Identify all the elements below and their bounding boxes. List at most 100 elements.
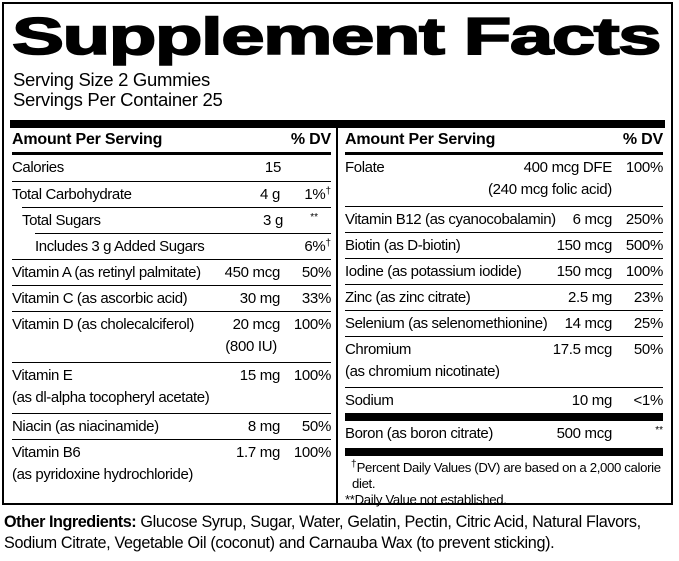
amount-per-serving-header: Amount Per Serving — [12, 131, 163, 148]
footnotes: †Percent Daily Values (DV) are based on … — [345, 456, 663, 508]
left-column: Amount Per Serving % DV Calories 15 Tota… — [10, 128, 336, 503]
nutrient-name: Vitamin D (as cholecalciferol) — [12, 316, 194, 333]
nutrient-name: Niacin (as niacinamide) — [12, 418, 159, 435]
nutrient-dv: 100% — [625, 263, 663, 280]
nutrient-name-source: (as dl-alpha tocopheryl acetate) — [12, 389, 210, 406]
table-row-vitamin-b12: Vitamin B12 (as cyanocobalamin) 6 mcg 25… — [345, 206, 663, 232]
panel-title-graphic: Supplement Facts — [12, 8, 662, 66]
nutrient-amount: 6 mcg — [572, 211, 613, 228]
nutrient-amount: 3 g — [263, 212, 283, 229]
nutrient-dv: 50% — [633, 341, 663, 358]
footnote-not-established: **Daily Value not established. — [345, 492, 507, 507]
nutrient-name: Total Carbohydrate — [12, 186, 132, 203]
nutrient-dv: ** — [276, 210, 318, 232]
amount-per-serving-header: Amount Per Serving — [345, 131, 496, 148]
nutrient-dv: 50% — [301, 418, 331, 435]
nutrient-amount-alt: (240 mcg folic acid) — [487, 181, 612, 198]
right-column-header: Amount Per Serving % DV — [345, 128, 663, 155]
nutrient-amount: 10 mg — [571, 392, 613, 409]
nutrient-amount: 14 mcg — [564, 315, 613, 332]
nutrient-amount: 30 mg — [239, 290, 281, 307]
other-ingredients-label: Other Ingredients: — [4, 513, 137, 531]
facts-panel: Supplement Facts Serving Size 2 Gummies … — [2, 2, 673, 507]
servings-per-container: Servings Per Container 25 — [13, 89, 223, 110]
nutrient-amount: 4 g — [260, 186, 280, 203]
nutrient-name: Vitamin C (as ascorbic acid) — [12, 290, 188, 307]
serving-size: Serving Size 2 Gummies — [13, 69, 210, 90]
table-row-vitamin-b6: Vitamin B6 (as pyridoxine hydrochloride)… — [12, 439, 331, 503]
dagger-mark: † — [325, 238, 331, 249]
right-column: Amount Per Serving % DV Folate 400 mcg D… — [338, 128, 665, 507]
dv-header: % DV — [290, 131, 331, 148]
nutrient-columns: Amount Per Serving % DV Calories 15 Tota… — [10, 128, 665, 507]
nutrient-dv: 100% — [293, 316, 331, 333]
nutrient-dv: 250% — [625, 211, 663, 228]
nutrient-amount-alt: (800 IU) — [225, 338, 277, 355]
nutrient-dv: 1%† — [304, 186, 331, 203]
nutrient-name: Includes 3 g Added Sugars — [35, 238, 205, 255]
nutrient-dv: 100% — [293, 367, 331, 384]
table-row-selenium: Selenium (as selenomethionine) 14 mcg 25… — [345, 310, 663, 336]
nutrient-name: Vitamin E (as dl-alpha tocopheryl acetat… — [12, 365, 240, 409]
nutrient-amount: 2.5 mg — [567, 289, 612, 306]
footnote-daily-values: †Percent Daily Values (DV) are based on … — [351, 459, 661, 492]
column-divider — [336, 128, 338, 503]
nutrient-amount: 500 mcg — [556, 425, 613, 442]
nutrient-name-source: (as pyridoxine hydrochloride) — [12, 466, 193, 483]
table-row-boron: Boron (as boron citrate) 500 mcg ** — [345, 421, 663, 448]
nutrient-dv: <1% — [633, 392, 663, 409]
nutrient-name: Vitamin B12 (as cyanocobalamin) — [345, 211, 556, 228]
nutrient-amount: 150 mcg — [556, 263, 613, 280]
nutrient-amount: 400 mcg DFE (240 mcg folic acid) — [488, 157, 612, 201]
nutrient-dv: 33% — [301, 290, 331, 307]
table-row-total-carbohydrate: Total Carbohydrate 4 g 1%† — [12, 181, 331, 207]
table-row-vitamin-d: Vitamin D (as cholecalciferol) 20 mcg (8… — [12, 311, 331, 362]
left-column-header: Amount Per Serving % DV — [12, 128, 331, 155]
divider-bar-boron-top — [345, 413, 663, 421]
dagger-mark: † — [325, 186, 331, 197]
nutrient-name: Selenium (as selenomethionine) — [345, 315, 548, 332]
nutrient-dv: 100% — [293, 444, 331, 461]
other-ingredients: Other Ingredients: Glucose Syrup, Sugar,… — [4, 512, 676, 554]
table-row-sodium: Sodium 10 mg <1% — [345, 387, 663, 413]
nutrient-dv: 100% — [625, 159, 663, 176]
nutrient-amount: 20 mcg (800 IU) — [225, 314, 280, 358]
nutrient-dv: 500% — [625, 237, 663, 254]
table-row-vitamin-c: Vitamin C (as ascorbic acid) 30 mg 33% — [12, 285, 331, 311]
table-row-total-sugars: Total Sugars 3 g ** — [22, 207, 331, 233]
table-row-vitamin-a: Vitamin A (as retinyl palmitate) 450 mcg… — [12, 259, 331, 285]
nutrient-name-source: (as chromium nicotinate) — [345, 363, 500, 380]
nutrient-amount: 15 — [264, 159, 281, 176]
panel-title: Supplement Facts — [12, 8, 660, 66]
asterisk-mark: ** — [310, 212, 318, 223]
nutrient-name: Total Sugars — [22, 212, 101, 229]
table-row-vitamin-e: Vitamin E (as dl-alpha tocopheryl acetat… — [12, 362, 331, 413]
nutrient-dv: 6%† — [304, 238, 331, 255]
dagger-mark: † — [351, 459, 357, 470]
dv-header: % DV — [622, 131, 663, 148]
nutrient-name: Folate — [345, 159, 385, 176]
table-row-niacin: Niacin (as niacinamide) 8 mg 50% — [12, 413, 331, 439]
nutrient-amount: 450 mcg — [224, 264, 281, 281]
nutrient-dv: 50% — [301, 264, 331, 281]
table-row-added-sugars: Includes 3 g Added Sugars 6%† — [35, 233, 331, 259]
nutrient-dv: 25% — [633, 315, 663, 332]
asterisk-mark: ** — [655, 425, 663, 436]
nutrient-dv: ** — [621, 423, 663, 445]
nutrient-name: Iodine (as potassium iodide) — [345, 263, 522, 280]
table-row-calories: Calories 15 — [12, 155, 331, 181]
nutrient-amount: 8 mg — [247, 418, 280, 435]
nutrient-name: Biotin (as D-biotin) — [345, 237, 461, 254]
nutrient-name: Chromium (as chromium nicotinate) — [345, 339, 553, 383]
other-ingredients-text: Glucose Syrup, Sugar, Water, Gelatin, Pe… — [4, 513, 641, 552]
nutrient-name: Sodium — [345, 392, 394, 409]
nutrient-name: Zinc (as zinc citrate) — [345, 289, 471, 306]
serving-info: Serving Size 2 Gummies Servings Per Cont… — [13, 70, 665, 110]
nutrient-name: Calories — [12, 159, 64, 176]
nutrient-amount: 1.7 mg — [235, 444, 280, 461]
nutrient-dv: 23% — [633, 289, 663, 306]
nutrient-name: Boron (as boron citrate) — [345, 425, 493, 442]
nutrient-amount: 150 mcg — [556, 237, 613, 254]
nutrient-name: Vitamin B6 (as pyridoxine hydrochloride) — [12, 442, 236, 486]
nutrient-amount: 15 mg — [239, 367, 281, 384]
